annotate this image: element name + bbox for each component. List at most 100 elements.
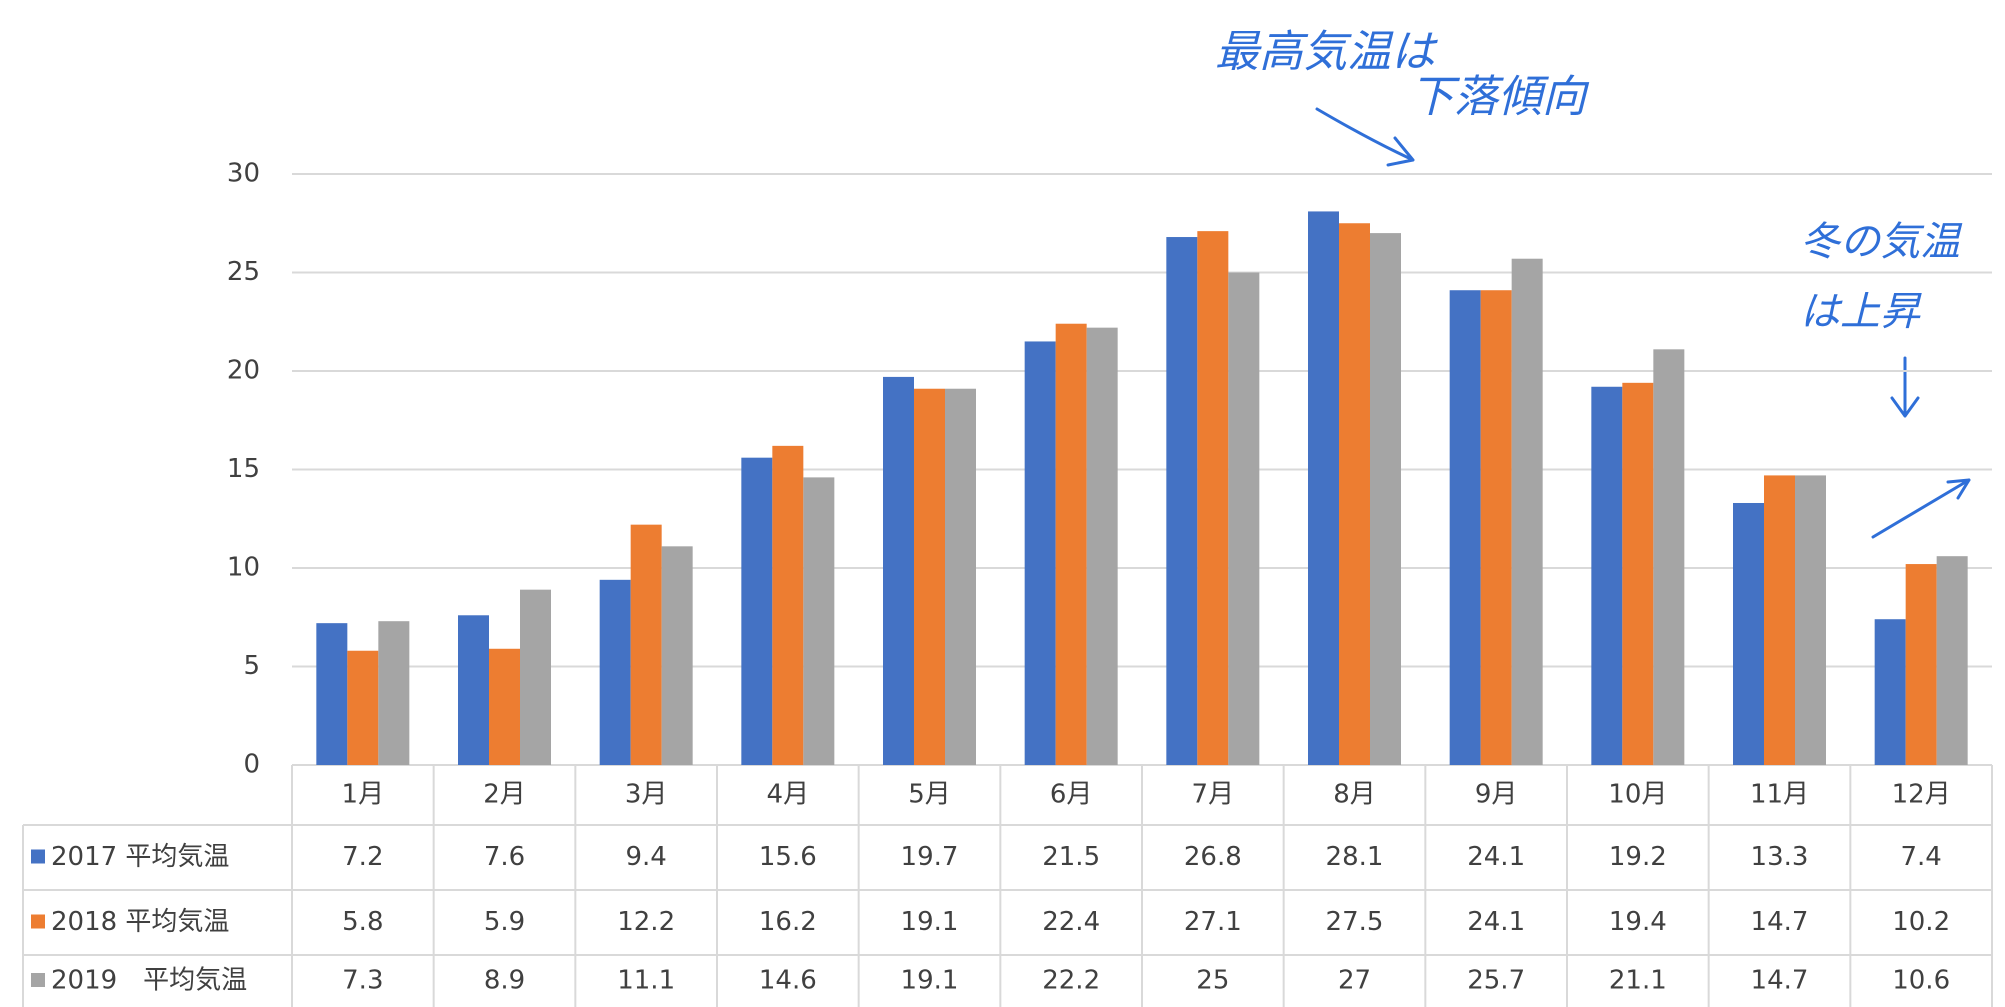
bar	[1905, 564, 1937, 765]
y-tick-label: 5	[243, 651, 260, 681]
bar	[1653, 349, 1685, 765]
table-cell: 19.2	[1609, 842, 1667, 872]
bar	[1511, 258, 1543, 765]
bar	[316, 623, 348, 765]
y-tick-label: 15	[227, 454, 260, 484]
bar	[1339, 223, 1370, 765]
bar	[1591, 386, 1623, 765]
bar	[914, 388, 945, 765]
x-tick-label: 12月	[1892, 780, 1951, 810]
x-tick-label: 10月	[1608, 780, 1667, 810]
bar	[1055, 323, 1087, 765]
table-cell: 27.1	[1184, 907, 1242, 937]
table-cell: 19.4	[1609, 907, 1667, 937]
bar	[1795, 475, 1826, 765]
table-cell: 7.4	[1900, 842, 1941, 872]
bar	[1449, 290, 1481, 765]
legend-swatch	[31, 973, 45, 987]
table-cell: 10.6	[1892, 966, 1950, 996]
legend-label: 2017 平均気温	[51, 842, 229, 872]
table-cell: 11.1	[617, 966, 675, 996]
table-cell: 22.4	[1042, 907, 1100, 937]
table-cell: 15.6	[759, 842, 817, 872]
table-cell: 13.3	[1751, 842, 1809, 872]
y-tick-label: 0	[243, 750, 260, 780]
table-cell: 14.6	[759, 966, 817, 996]
bar	[945, 388, 976, 765]
table-cell: 22.2	[1042, 966, 1100, 996]
table-cell: 9.4	[625, 842, 666, 872]
bar	[1086, 327, 1118, 765]
annotation: は上昇	[1800, 289, 1922, 335]
bar	[1024, 341, 1056, 765]
table-cell: 14.7	[1751, 907, 1809, 937]
x-tick-label: 4月	[767, 780, 810, 810]
table-cell: 24.1	[1467, 907, 1525, 937]
annotation: 最高気温は	[1215, 27, 1438, 78]
legend-label: 2019 平均気温	[51, 966, 247, 996]
legend-swatch	[31, 914, 45, 929]
table-cell: 5.9	[484, 907, 525, 937]
table-cell: 7.3	[342, 966, 383, 996]
table-cell: 25.7	[1467, 966, 1525, 996]
bar	[489, 648, 520, 765]
bar	[520, 589, 551, 765]
arrow	[1871, 478, 1971, 539]
x-tick-label: 9月	[1475, 780, 1518, 810]
table-cell: 19.7	[901, 842, 959, 872]
bar	[1874, 619, 1906, 765]
annotation: 下落傾向	[1410, 72, 1590, 123]
table-cell: 8.9	[484, 966, 525, 996]
bar	[1733, 502, 1764, 765]
bar	[378, 621, 410, 765]
bar	[599, 579, 631, 765]
x-tick-label: 7月	[1192, 780, 1235, 810]
table-cell: 25	[1196, 966, 1229, 996]
table-cell: 28.1	[1326, 842, 1384, 872]
y-tick-label: 30	[227, 159, 260, 189]
table-cell: 5.8	[342, 907, 383, 937]
bar	[1308, 211, 1339, 765]
bar	[1622, 382, 1654, 765]
bar	[1480, 290, 1512, 765]
bar	[741, 457, 773, 765]
y-tick-label: 10	[227, 553, 260, 583]
bar	[1764, 475, 1795, 765]
y-tick-label: 25	[227, 257, 260, 287]
legend-label: 2018 平均気温	[51, 907, 229, 937]
table-cell: 16.2	[759, 907, 817, 937]
bar	[1166, 237, 1198, 766]
table-cell: 26.8	[1184, 842, 1242, 872]
bar	[1370, 233, 1401, 766]
x-tick-label: 6月	[1050, 780, 1093, 810]
bar	[1197, 231, 1229, 765]
x-tick-label: 2月	[483, 780, 526, 810]
x-tick-label: 3月	[625, 780, 668, 810]
x-tick-label: 5月	[908, 780, 951, 810]
bar	[803, 477, 835, 765]
x-tick-label: 8月	[1333, 780, 1376, 810]
arrow	[1315, 107, 1415, 167]
bar	[1228, 272, 1260, 765]
table-cell: 19.1	[901, 966, 959, 996]
bar	[347, 650, 379, 765]
legend-swatch	[31, 849, 45, 864]
table-cell: 21.5	[1042, 842, 1100, 872]
table-cell: 24.1	[1467, 842, 1525, 872]
annotation: 冬の気温	[1800, 219, 1963, 265]
y-tick-label: 20	[227, 356, 260, 386]
x-tick-label: 1月	[342, 780, 385, 810]
table-cell: 7.6	[484, 842, 525, 872]
bar	[458, 615, 489, 765]
bar	[883, 376, 914, 765]
table-cell: 27	[1338, 966, 1371, 996]
arrows	[1315, 107, 1971, 539]
arrow	[1890, 356, 1920, 418]
table-cell: 7.2	[342, 842, 383, 872]
table-cell: 10.2	[1892, 907, 1950, 937]
table-cell: 12.2	[617, 907, 675, 937]
bar	[772, 445, 804, 765]
table-cell: 27.5	[1326, 907, 1384, 937]
